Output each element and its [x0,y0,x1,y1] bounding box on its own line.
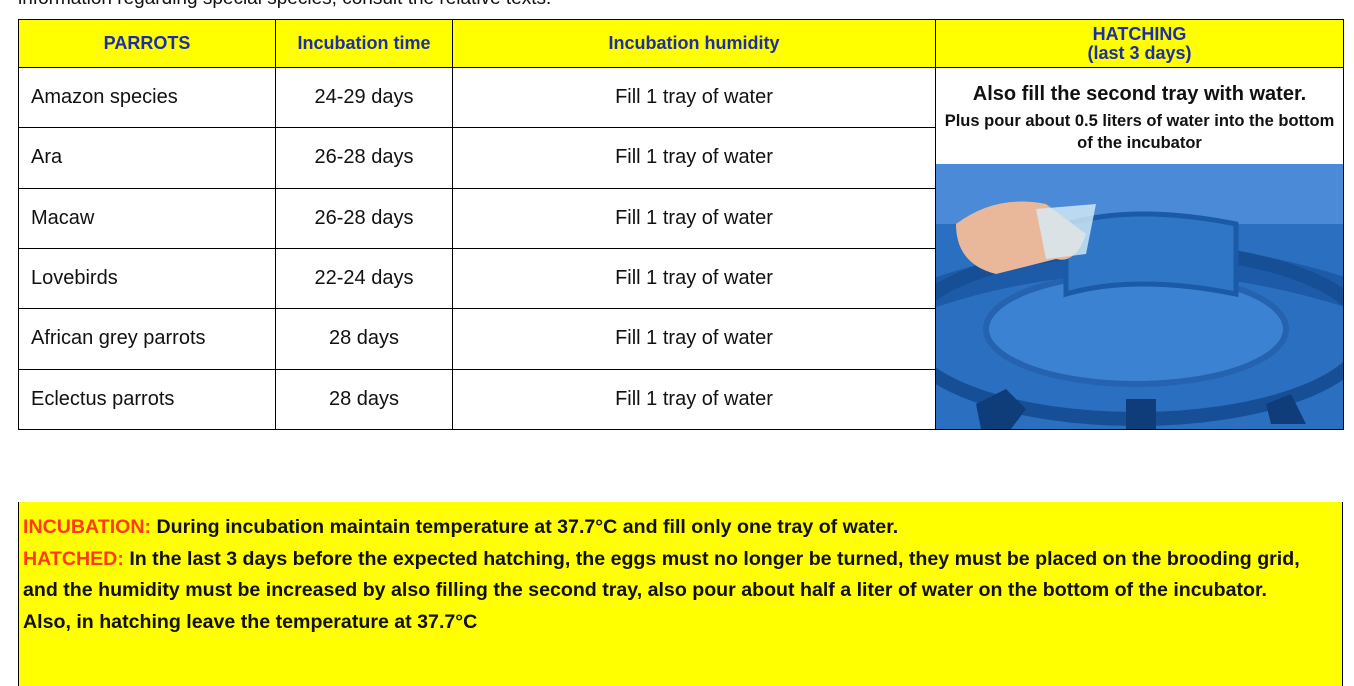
header-cell: HATCHING(last 3 days) [936,20,1344,68]
note-line: HATCHED: In the last 3 days before the e… [23,544,1336,607]
note-text: Also, in hatching leave the temperature … [23,611,477,633]
table-cell: 28 days [276,309,453,369]
table-cell: 26-28 days [276,188,453,248]
note-text: In the last 3 days before the expected h… [23,548,1300,602]
table-cell: 24-29 days [276,68,453,128]
table-cell: Ara [19,128,276,188]
header-text: (last 3 days) [1087,43,1191,63]
table-cell: Fill 1 tray of water [453,128,936,188]
note-label: HATCHED: [23,548,124,570]
header-cell: Incubation time [276,20,453,68]
notes: INCUBATION: During incubation maintain t… [18,502,1343,686]
hatching-sub: Plus pour about 0.5 liters of water into… [936,110,1343,154]
header-cell: Incubation humidity [453,20,936,68]
header-cell: PARROTS [19,20,276,68]
table-cell: Fill 1 tray of water [453,309,936,369]
table-cell: Fill 1 tray of water [453,369,936,429]
hatching-main: Also fill the second tray with water. [936,80,1343,108]
note-line: INCUBATION: During incubation maintain t… [23,512,1336,544]
table-cell: Fill 1 tray of water [453,188,936,248]
table-cell: African grey parrots [19,309,276,369]
table-cell: Fill 1 tray of water [453,68,936,128]
table-cell: Amazon species [19,68,276,128]
table-cell: 22-24 days [276,248,453,308]
hatching-cell: Also fill the second tray with water.Plu… [936,68,1344,430]
table-cell: Eclectus parrots [19,369,276,429]
note-text: During incubation maintain temperature a… [157,516,899,538]
header-text: HATCHING [1093,24,1187,44]
intro-text: information regarding special species, c… [18,0,551,10]
incubation-table: PARROTS Incubation time Incubation humid… [18,19,1344,430]
table-cell: Fill 1 tray of water [453,248,936,308]
table-cell: Lovebirds [19,248,276,308]
table-cell: 26-28 days [276,128,453,188]
table-cell: 28 days [276,369,453,429]
note-line: Also, in hatching leave the temperature … [23,607,1336,639]
incubator-photo [936,164,1343,429]
table-cell: Macaw [19,188,276,248]
page: information regarding special species, c… [0,0,1354,686]
note-label: INCUBATION: [23,516,151,538]
